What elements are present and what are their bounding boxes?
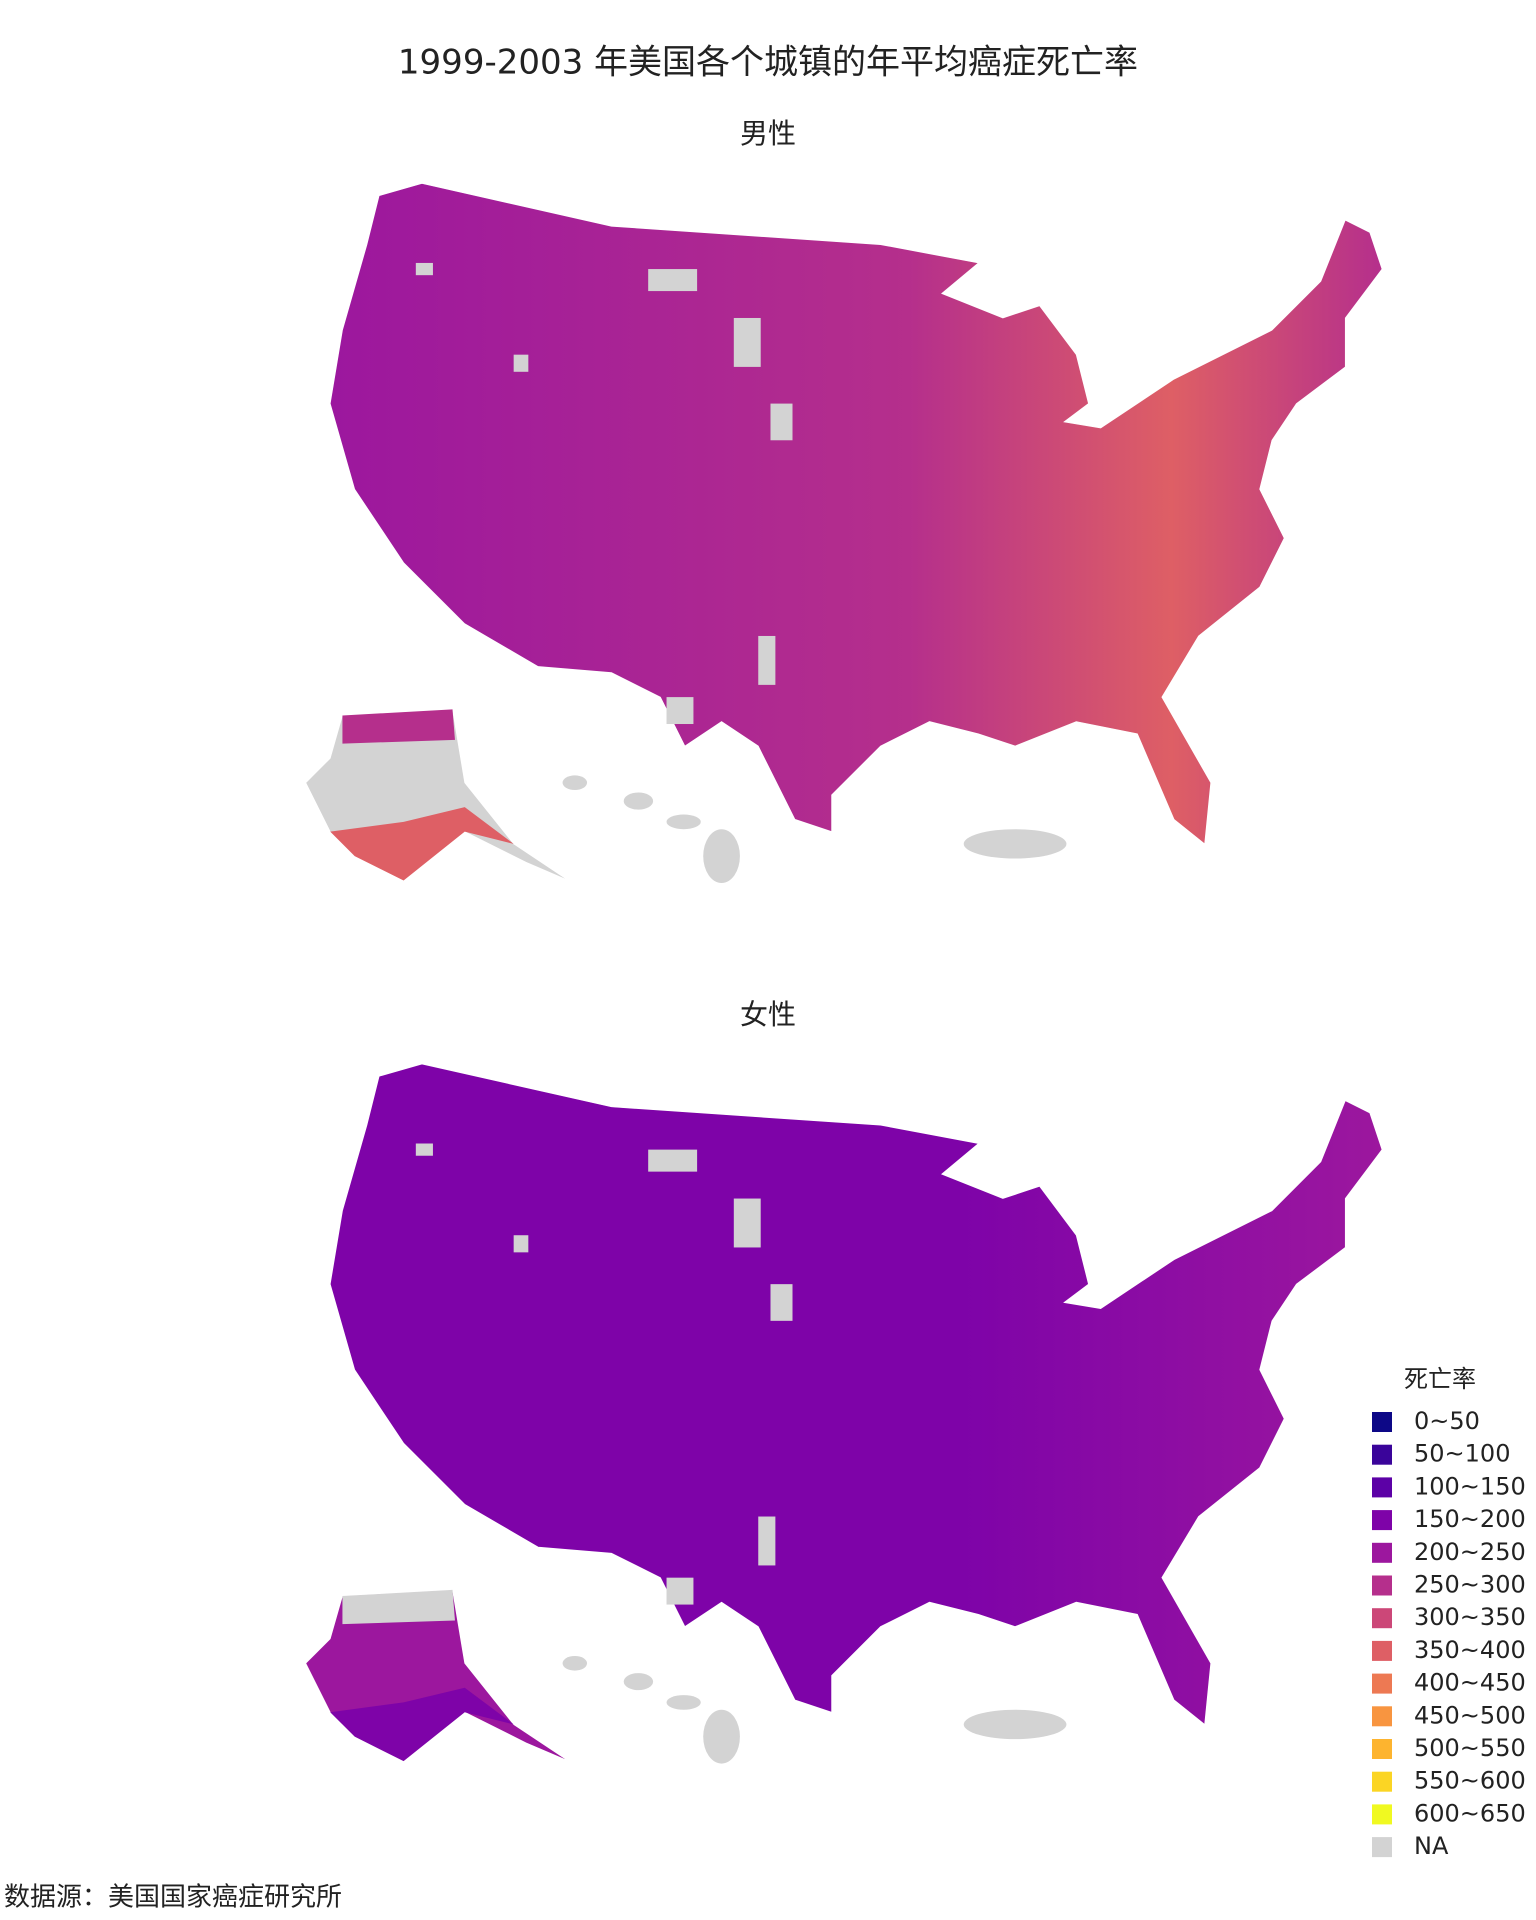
legend-label: 150~200 xyxy=(1414,1505,1526,1533)
legend-swatch xyxy=(1372,1477,1392,1498)
state-region xyxy=(329,1063,1383,1726)
hawaii xyxy=(703,829,740,884)
legend-label: 200~250 xyxy=(1414,1538,1526,1566)
na-region xyxy=(758,1516,776,1566)
legend-swatch xyxy=(1372,1640,1392,1661)
puerto-rico xyxy=(963,1709,1067,1740)
hawaii xyxy=(562,1655,588,1671)
na-region xyxy=(758,635,776,685)
hawaii xyxy=(666,1695,701,1710)
hawaii xyxy=(666,814,701,830)
legend-label: 50~100 xyxy=(1414,1440,1510,1468)
alaska-region xyxy=(330,807,514,881)
hawaii xyxy=(703,1709,740,1764)
map-title: 男性 xyxy=(740,117,796,150)
alaska-region xyxy=(330,1687,514,1762)
legend-label: 450~500 xyxy=(1414,1701,1526,1729)
na-region xyxy=(513,1235,529,1253)
legend-swatch xyxy=(1372,1837,1392,1858)
legend-label: 350~400 xyxy=(1414,1636,1526,1664)
legend-label: 100~150 xyxy=(1414,1472,1526,1500)
legend-swatch xyxy=(1372,1673,1392,1694)
hawaii xyxy=(623,1673,654,1691)
chart-title: 1999-2003 年美国各个城镇的年平均癌症死亡率 xyxy=(398,43,1138,83)
na-region xyxy=(770,1284,793,1321)
na-region xyxy=(666,697,694,725)
map-title: 女性 xyxy=(740,998,796,1031)
legend-swatch xyxy=(1372,1444,1392,1465)
na-region xyxy=(648,269,698,292)
na-region xyxy=(648,1149,698,1172)
legend-label: 550~600 xyxy=(1414,1767,1526,1795)
map xyxy=(305,183,1383,884)
state-region xyxy=(329,183,1383,845)
na-region xyxy=(415,262,433,276)
legend-label: 500~550 xyxy=(1414,1734,1526,1762)
puerto-rico xyxy=(963,829,1067,859)
legend-swatch xyxy=(1372,1706,1392,1727)
legend-title: 死亡率 xyxy=(1404,1365,1476,1393)
legend-label: 400~450 xyxy=(1414,1669,1526,1697)
source-note: 数据源：美国国家癌症研究所 xyxy=(4,1883,342,1913)
legend-swatch xyxy=(1372,1510,1392,1531)
alaska-region xyxy=(342,709,455,744)
na-region xyxy=(666,1577,694,1605)
na-region xyxy=(513,354,529,372)
na-region xyxy=(415,1143,433,1156)
legend-swatch xyxy=(1372,1412,1392,1432)
map xyxy=(305,1063,1383,1764)
legend-label: 250~300 xyxy=(1414,1571,1526,1599)
legend-label: 300~350 xyxy=(1414,1603,1526,1631)
na-region xyxy=(770,403,793,441)
legend-label: 600~650 xyxy=(1414,1799,1526,1827)
legend-swatch xyxy=(1372,1771,1392,1792)
legend: 死亡率 0~50 50~100 100~150 150~200 200~250 250~30… xyxy=(1372,1365,1526,1860)
na-region xyxy=(733,1198,761,1248)
hawaii xyxy=(562,775,588,791)
legend-swatch xyxy=(1372,1575,1392,1596)
legend-swatch xyxy=(1372,1739,1392,1759)
alaska-region xyxy=(342,1589,455,1625)
legend-label: 0~50 xyxy=(1414,1407,1480,1435)
hawaii xyxy=(623,792,654,810)
legend-swatch xyxy=(1372,1804,1392,1825)
legend-swatch xyxy=(1372,1608,1392,1629)
legend-label: NA xyxy=(1414,1832,1449,1860)
na-region xyxy=(733,317,761,367)
legend-swatch xyxy=(1372,1542,1392,1563)
